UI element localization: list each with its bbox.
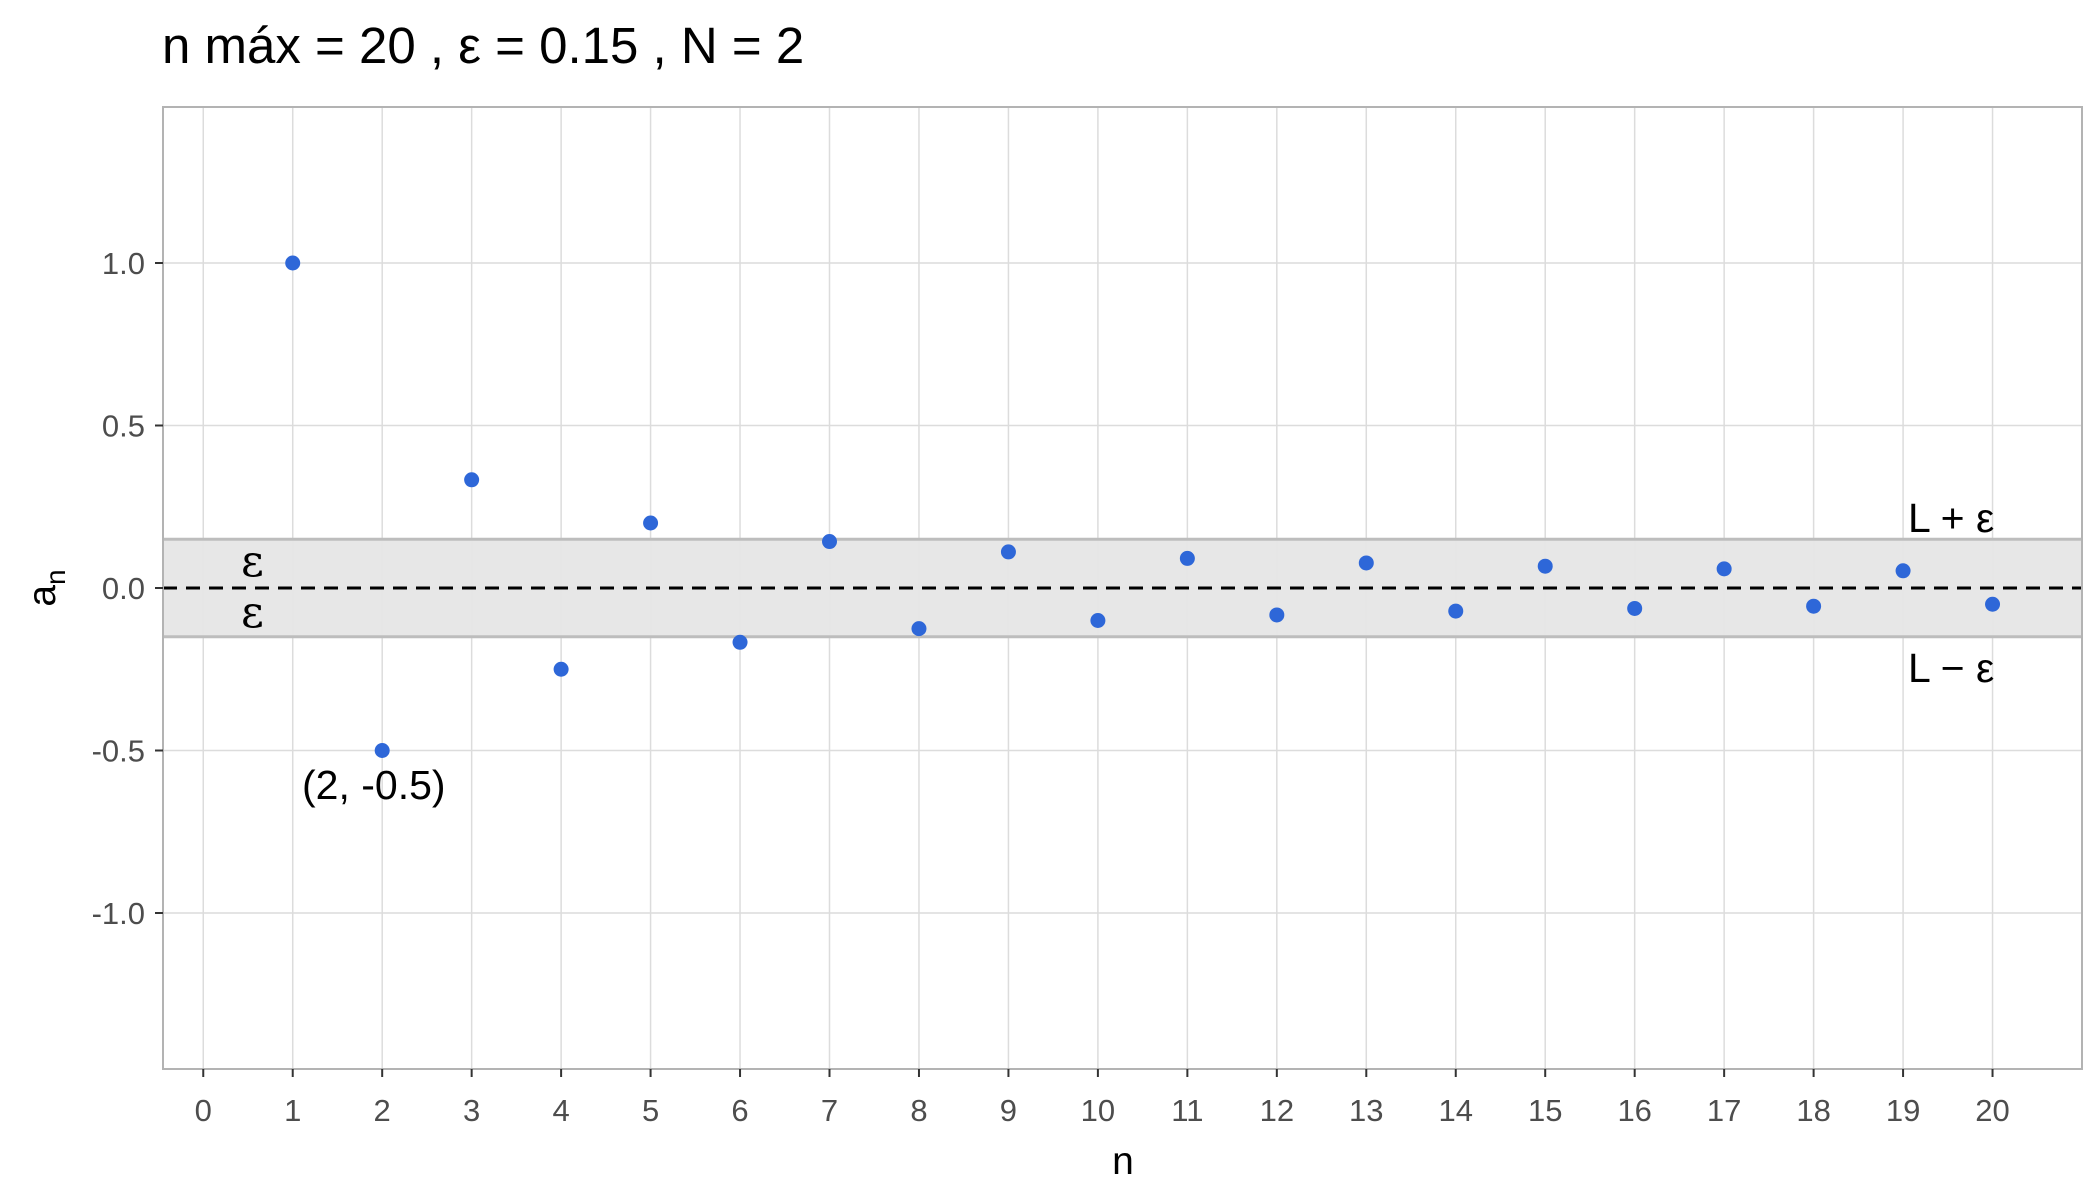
x-tick-label: 11 [1171,1093,1203,1128]
x-tick-label: 13 [1349,1093,1383,1128]
y-tick-label: 0.0 [102,571,145,606]
x-axis: 0 1 2 3 4 5 6 7 8 9 10 11 12 13 14 15 16 17 18 19 20 [195,1069,2010,1128]
data-point [1448,603,1464,619]
x-tick-label: 17 [1707,1093,1741,1128]
data-point [1358,555,1374,571]
x-tick-label: 18 [1796,1093,1830,1128]
y-axis-title-subscript: n [40,569,71,585]
data-point [1090,613,1106,628]
data-point [822,534,838,550]
data-point [643,515,659,531]
x-tick-label: 3 [463,1093,480,1128]
data-point [911,621,927,637]
x-tick-label: 9 [1000,1093,1017,1128]
data-points [285,255,2001,758]
x-tick-label: 12 [1260,1093,1294,1128]
y-tick-label: 1.0 [102,246,145,281]
y-tick-label: -0.5 [92,734,145,769]
y-axis: 1.0 0.5 0.0 -0.5 -1.0 [92,246,163,931]
data-point [374,743,390,758]
x-tick-label: 14 [1439,1093,1473,1128]
data-point [1179,550,1195,566]
annotations: ε ε L + ε L − ε (2, -0.5) [241,495,1994,808]
data-point [285,255,301,271]
data-point [553,661,569,677]
epsilon-lower-label: ε [241,587,264,638]
x-tick-label: 1 [284,1093,301,1128]
data-point [1000,544,1016,560]
x-tick-label: 0 [195,1093,212,1128]
y-tick-label: 0.5 [102,409,145,444]
x-tick-label: 16 [1617,1093,1651,1128]
svg-text:an: an [21,569,71,606]
x-tick-label: 5 [642,1093,659,1128]
y-axis-title: an [21,569,71,606]
x-tick-label: 19 [1886,1093,1920,1128]
x-tick-label: 20 [1975,1093,2009,1128]
data-point [732,634,748,650]
chart-title: n máx = 20 , ε = 0.15 , N = 2 [162,17,804,74]
x-axis-title: n [1112,1140,1134,1183]
data-point [1537,558,1553,574]
x-tick-label: 8 [910,1093,927,1128]
y-tick-label: -1.0 [92,896,145,931]
data-point [1806,598,1822,614]
point-annotation: (2, -0.5) [302,762,446,808]
x-tick-label: 4 [552,1093,569,1128]
upper-band-label: L + ε [1908,495,1994,541]
x-tick-label: 15 [1528,1093,1562,1128]
x-tick-label: 10 [1081,1093,1115,1128]
y-axis-title-main: a [21,585,64,607]
x-tick-label: 6 [731,1093,748,1128]
x-tick-label: 2 [374,1093,391,1128]
data-point [1895,563,1911,579]
data-point [464,472,480,488]
data-point [1627,600,1643,616]
epsilon-upper-label: ε [241,536,264,587]
data-point [1269,607,1285,623]
epsilon-band [163,537,2082,639]
x-tick-label: 7 [821,1093,838,1128]
data-point [1985,596,2001,612]
lower-band-label: L − ε [1908,645,1994,691]
data-point [1716,561,1732,577]
